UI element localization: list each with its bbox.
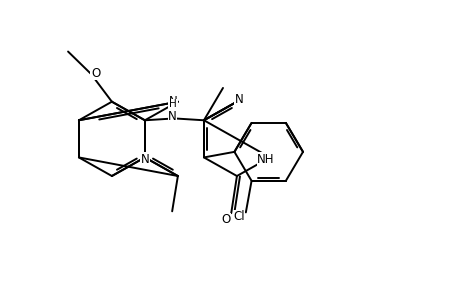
Text: N: N: [168, 95, 177, 108]
Text: H: H: [168, 99, 176, 109]
Text: NH: NH: [257, 153, 274, 166]
Text: N: N: [234, 93, 243, 106]
Text: Cl: Cl: [233, 210, 244, 224]
Text: N: N: [140, 153, 149, 166]
Text: O: O: [91, 67, 100, 80]
Text: O: O: [220, 213, 230, 226]
Text: N: N: [168, 110, 177, 123]
